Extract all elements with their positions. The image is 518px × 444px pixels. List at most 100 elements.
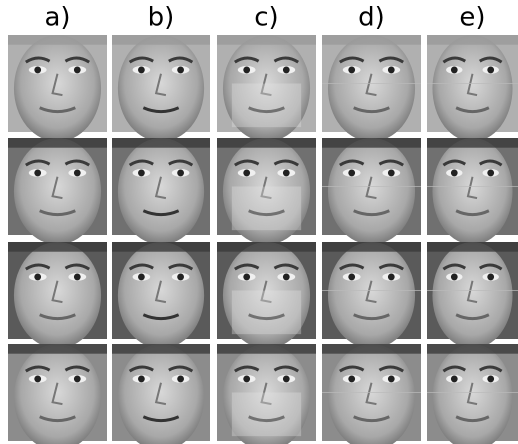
pupil: [348, 67, 355, 74]
face: [328, 138, 415, 245]
hair: [427, 242, 518, 252]
face: [118, 35, 204, 142]
pupil: [138, 274, 145, 281]
face-image: [322, 35, 421, 142]
hair: [217, 138, 316, 148]
noise-overlay: [232, 291, 301, 335]
face-image: [217, 344, 316, 444]
column-label: a): [44, 3, 70, 33]
pupil: [388, 274, 395, 281]
face-image: [217, 138, 316, 245]
pupil: [388, 170, 395, 177]
noise-overlay: [232, 84, 301, 128]
face: [14, 242, 101, 349]
pupil: [177, 376, 184, 383]
hair: [8, 242, 107, 252]
pupil: [74, 376, 81, 383]
face-image: [217, 242, 316, 349]
pupil: [74, 170, 81, 177]
hair: [112, 35, 210, 45]
column-label: c): [254, 3, 278, 33]
hair: [427, 344, 518, 354]
pupil: [388, 67, 395, 74]
pupil: [243, 170, 250, 177]
face-image: [8, 242, 107, 349]
pupil: [348, 170, 355, 177]
column-label: d): [358, 3, 385, 33]
face-image: [427, 35, 518, 142]
pupil: [283, 67, 290, 74]
pupil: [74, 274, 81, 281]
page: a)b)c)d)e) (() => { const data = JSON.pa…: [0, 0, 518, 444]
face: [14, 35, 101, 142]
pupil: [74, 67, 81, 74]
pupil: [283, 376, 290, 383]
pupil: [243, 67, 250, 74]
pupil: [348, 274, 355, 281]
face-image: [8, 138, 107, 245]
face-image: [322, 138, 421, 245]
hair: [322, 35, 421, 45]
face-image: [112, 138, 210, 245]
hair: [112, 138, 210, 148]
face-image: [427, 242, 518, 349]
pupil: [487, 274, 494, 281]
hair: [112, 344, 210, 354]
pupil: [451, 376, 458, 383]
face-image: [322, 344, 421, 444]
hair: [427, 138, 518, 148]
face: [118, 242, 204, 349]
hair: [8, 35, 107, 45]
pupil: [177, 67, 184, 74]
face: [328, 242, 415, 349]
face: [118, 138, 204, 245]
hair: [322, 344, 421, 354]
pupil: [283, 274, 290, 281]
pupil: [487, 170, 494, 177]
pupil: [138, 376, 145, 383]
hair: [217, 344, 316, 354]
face-image: [322, 242, 421, 349]
hair: [427, 35, 518, 45]
pupil: [34, 170, 41, 177]
face: [432, 35, 512, 142]
pupil: [487, 67, 494, 74]
face-image: [112, 35, 210, 142]
pupil: [177, 170, 184, 177]
pupil: [243, 376, 250, 383]
face-image: [427, 344, 518, 444]
noise-overlay: [232, 187, 301, 231]
face-image: [427, 138, 518, 245]
pupil: [138, 170, 145, 177]
pupil: [34, 376, 41, 383]
hair: [217, 242, 316, 252]
pupil: [243, 274, 250, 281]
hair: [217, 35, 316, 45]
hair: [322, 242, 421, 252]
pupil: [34, 274, 41, 281]
face: [14, 138, 101, 245]
hair: [8, 344, 107, 354]
figure: a) b) c) d) e): [0, 0, 518, 444]
pupil: [34, 67, 41, 74]
face: [432, 138, 512, 245]
hair: [8, 138, 107, 148]
pupil: [388, 376, 395, 383]
pupil: [283, 170, 290, 177]
pupil: [177, 274, 184, 281]
pupil: [451, 67, 458, 74]
face-image: [8, 35, 107, 142]
column-label: b): [148, 3, 175, 33]
face-image: [112, 242, 210, 349]
pupil: [451, 274, 458, 281]
face: [328, 35, 415, 142]
pupil: [348, 376, 355, 383]
pupil: [138, 67, 145, 74]
face-image: [112, 344, 210, 444]
pupil: [487, 376, 494, 383]
face-image: [217, 35, 316, 142]
column-label: e): [459, 3, 485, 33]
face: [432, 242, 512, 349]
hair: [322, 138, 421, 148]
noise-overlay: [232, 393, 301, 437]
